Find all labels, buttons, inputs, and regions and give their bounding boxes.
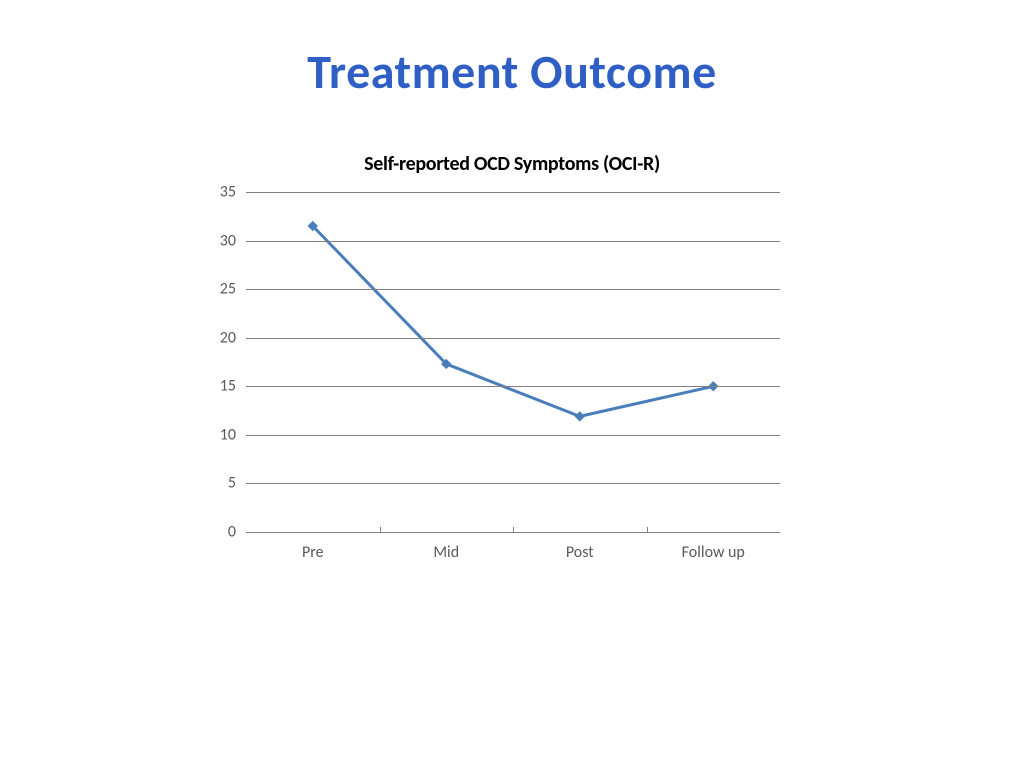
gridline	[246, 289, 780, 290]
line-chart: 05101520253035PreMidPostFollow up	[210, 192, 780, 562]
x-axis-label: Pre	[302, 543, 324, 562]
plot-area	[246, 192, 780, 532]
y-axis-label: 25	[196, 280, 236, 299]
x-axis-label: Post	[566, 543, 594, 562]
gridline	[246, 532, 780, 533]
data-series	[246, 192, 780, 532]
slide: Treatment Outcome Self-reported OCD Symp…	[0, 0, 1024, 768]
chart-subtitle: Self-reported OCD Symptoms (OCI-R)	[0, 152, 1024, 176]
gridline	[246, 435, 780, 436]
gridline	[246, 386, 780, 387]
y-axis-label: 10	[196, 425, 236, 444]
gridline	[246, 241, 780, 242]
y-axis-label: 5	[196, 474, 236, 493]
y-axis-label: 0	[196, 523, 236, 542]
x-tick	[380, 527, 381, 532]
x-tick	[647, 527, 648, 532]
x-axis-label: Follow up	[682, 543, 745, 562]
data-point-marker	[575, 412, 584, 421]
y-axis-label: 30	[196, 231, 236, 250]
gridline	[246, 192, 780, 193]
y-axis-label: 35	[196, 183, 236, 202]
x-tick	[513, 527, 514, 532]
gridline	[246, 483, 780, 484]
gridline	[246, 338, 780, 339]
page-title: Treatment Outcome	[0, 42, 1024, 101]
x-axis-label: Mid	[433, 543, 459, 562]
y-axis-label: 20	[196, 328, 236, 347]
y-axis-label: 15	[196, 377, 236, 396]
series-line	[313, 226, 714, 416]
